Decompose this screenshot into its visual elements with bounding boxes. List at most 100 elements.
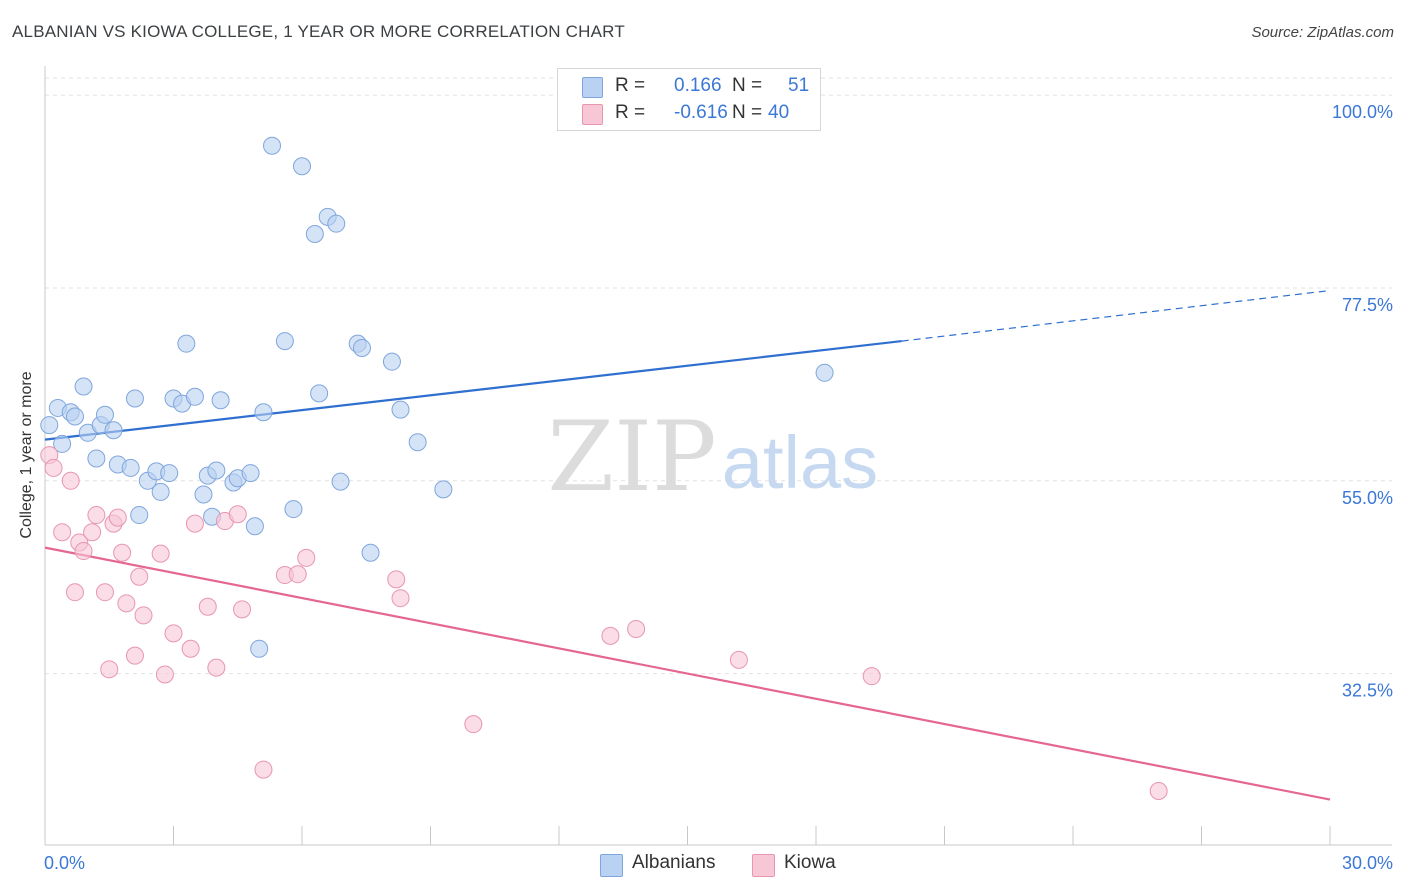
albanians-point xyxy=(408,433,427,452)
kiowa-point xyxy=(61,471,80,490)
chart-title: ALBANIAN VS KIOWA COLLEGE, 1 YEAR OR MOR… xyxy=(12,22,625,41)
x-tick-label: 30.0% xyxy=(1342,853,1393,873)
correlation-legend: R = 0.166 N = 51 R = -0.616 N = 40 xyxy=(557,68,821,131)
tick-labels: 32.5% 55.0% 77.5% 100.0% 0.0% 30.0% xyxy=(44,102,1393,873)
kiowa-point xyxy=(100,660,119,679)
albanians-point xyxy=(331,472,350,491)
kiowa-point xyxy=(181,639,200,658)
albanians-legend-label: Albanians xyxy=(632,852,716,873)
x-tick-label: 0.0% xyxy=(44,853,85,873)
watermark: ZIP atlas xyxy=(547,401,878,513)
kiowa-point xyxy=(1149,782,1168,801)
legend-r-label: R = xyxy=(615,75,646,96)
kiowa-legend-swatch xyxy=(752,854,775,877)
kiowa-point xyxy=(155,665,174,684)
albanians-point xyxy=(130,506,149,525)
kiowa-legend-label: Kiowa xyxy=(784,852,836,873)
legend-r-label: R = xyxy=(615,102,646,123)
albanians-point xyxy=(151,482,170,501)
kiowa-point xyxy=(44,458,63,477)
albanians-point xyxy=(65,407,84,426)
kiowa-point xyxy=(74,542,93,561)
kiowa-point xyxy=(387,570,406,589)
gridlines xyxy=(45,77,1392,675)
kiowa-point xyxy=(53,523,72,542)
kiowa-point xyxy=(228,505,247,524)
kiowa-point xyxy=(113,543,132,562)
y-tick-label: 77.5% xyxy=(1342,295,1393,315)
albanians-point xyxy=(245,517,264,536)
kiowa-point xyxy=(164,624,183,643)
y-tick-label: 55.0% xyxy=(1342,488,1393,508)
kiowa-point xyxy=(391,589,410,608)
kiowa-point xyxy=(151,544,170,563)
legend-n-value-kiowa: 40 xyxy=(768,102,790,123)
albanians-point xyxy=(53,434,72,453)
albanians-point xyxy=(284,500,303,519)
albanians-point xyxy=(305,224,324,243)
kiowa-point xyxy=(108,508,127,527)
albanians-point xyxy=(250,639,269,658)
albanians-point xyxy=(293,157,311,176)
albanians-point xyxy=(382,352,401,371)
albanians-point xyxy=(177,334,196,353)
data-points xyxy=(40,136,1168,801)
albanians-legend-swatch xyxy=(600,854,623,877)
legend-n-label: N = xyxy=(732,102,763,123)
albanians-point xyxy=(275,332,294,351)
legend-r-value-kiowa: -0.616 xyxy=(674,102,728,123)
kiowa-point xyxy=(95,583,114,602)
y-tick-label: 32.5% xyxy=(1342,681,1393,701)
albanians-point xyxy=(434,480,453,499)
albanians-point xyxy=(95,405,114,424)
kiowa-point xyxy=(130,567,149,586)
kiowa-point xyxy=(288,565,307,584)
albanians-point xyxy=(160,464,179,483)
y-tick-label: 100.0% xyxy=(1332,102,1393,122)
kiowa-point xyxy=(198,597,217,616)
source-label: Source: ZipAtlas.com xyxy=(1251,24,1394,41)
kiowa-point xyxy=(233,600,252,619)
albanians-point xyxy=(263,136,282,155)
albanians-point xyxy=(74,377,93,396)
albanians-point xyxy=(40,416,59,435)
albanians-point xyxy=(241,464,260,483)
trend-lines xyxy=(44,289,1331,801)
watermark-atlas: atlas xyxy=(722,421,878,504)
axes xyxy=(44,66,1392,846)
albanians-point xyxy=(185,387,204,406)
albanians-point xyxy=(125,389,144,408)
kiowa-point xyxy=(117,594,136,613)
albanians-point xyxy=(327,214,346,233)
albanians-point xyxy=(207,461,226,480)
kiowa-point xyxy=(125,646,144,665)
albanians-point xyxy=(361,543,380,562)
albanians-trend-extension xyxy=(901,289,1331,342)
kiowa-point xyxy=(464,715,483,734)
albanians-point xyxy=(815,363,834,382)
kiowa-point xyxy=(83,523,102,542)
kiowa-point xyxy=(134,606,153,625)
albanians-point xyxy=(352,338,371,357)
kiowa-point xyxy=(862,667,881,686)
albanians-point xyxy=(254,403,273,422)
kiowa-swatch xyxy=(582,104,603,125)
albanians-trend-line xyxy=(44,340,902,441)
albanians-point xyxy=(211,391,230,410)
legend-r-value-albanians: 0.166 xyxy=(674,75,722,96)
albanians-point xyxy=(104,421,123,440)
kiowa-point xyxy=(627,620,646,639)
kiowa-point xyxy=(185,514,204,533)
watermark-zip: ZIP xyxy=(547,401,716,513)
albanians-point xyxy=(87,449,106,468)
kiowa-point xyxy=(601,626,620,645)
albanians-point xyxy=(194,485,213,504)
legend-n-label: N = xyxy=(732,75,763,96)
kiowa-point xyxy=(729,650,748,669)
albanians-swatch xyxy=(582,77,603,98)
albanians-point xyxy=(391,400,410,419)
kiowa-trend-line xyxy=(44,546,1331,801)
legend-n-value-albanians: 51 xyxy=(788,75,810,96)
kiowa-point xyxy=(297,548,316,567)
